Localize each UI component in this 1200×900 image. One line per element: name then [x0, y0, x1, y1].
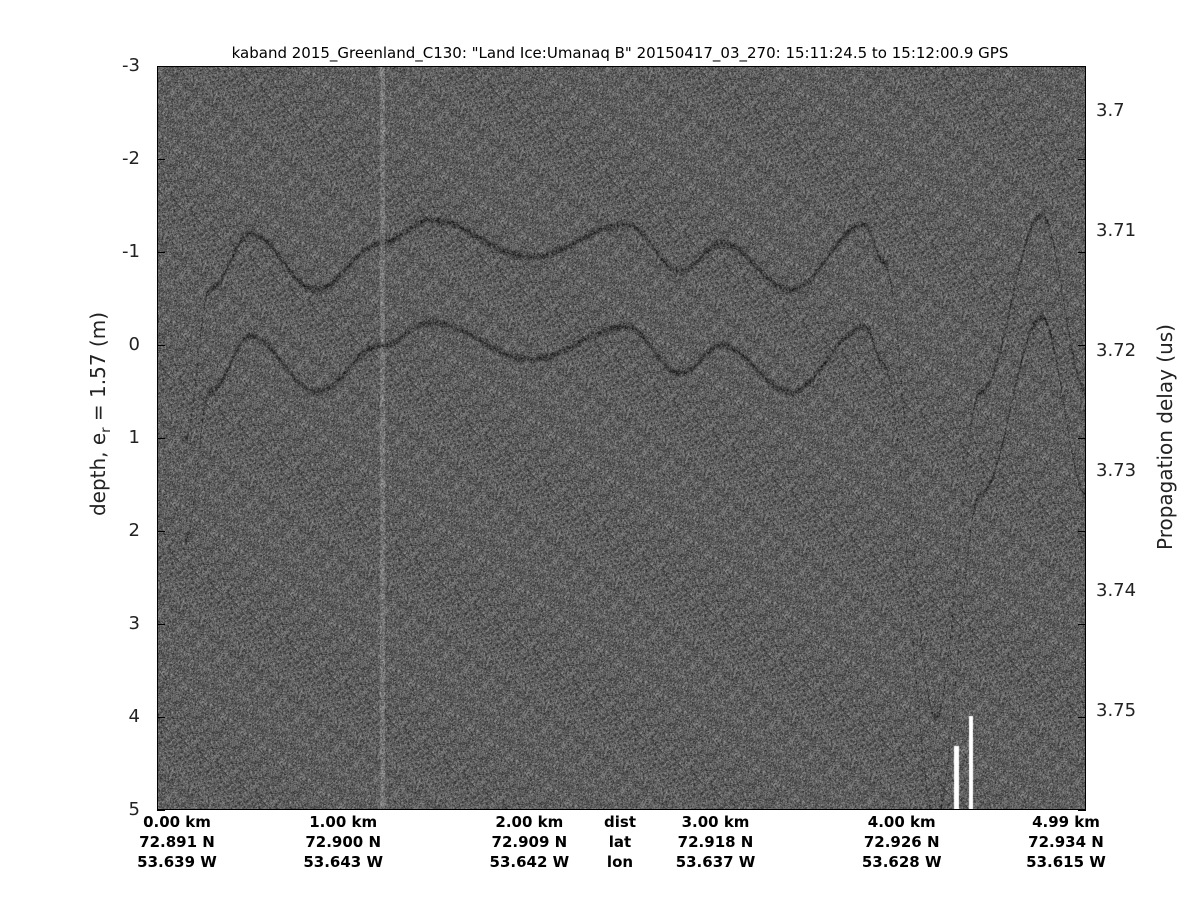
x-label-dist: 1.00 km — [309, 813, 378, 831]
x-label-lon: 53.615 W — [1026, 853, 1106, 871]
y-tick-left — [157, 624, 165, 625]
y-tick-right — [1078, 531, 1086, 532]
y-tick-left — [157, 810, 165, 811]
y-tick-left — [157, 531, 165, 532]
y-tick-right — [1078, 252, 1086, 253]
x-label-lon: 53.642 W — [489, 853, 570, 871]
y-axis-left-label: depth, er = 1.57 (m) — [86, 284, 114, 544]
y-tick-right — [1078, 438, 1086, 439]
y-tick-label-left: -1 — [122, 241, 140, 262]
y-tick-right — [1078, 345, 1086, 346]
x-label-lat: 72.909 N — [491, 833, 568, 851]
y-tick-label-right: 3.73 — [1096, 460, 1137, 481]
y-axis-right-label: Propagation delay (us) — [1153, 324, 1177, 551]
ylabel-sub: r — [99, 427, 114, 433]
x-label-lon: 53.628 W — [861, 853, 942, 871]
x-label-lat: 72.900 N — [305, 833, 382, 851]
y-tick-label-right: 3.72 — [1096, 340, 1137, 361]
y-tick-label-left: 2 — [128, 520, 140, 541]
ylabel-text: depth, e — [86, 432, 110, 517]
chart-title: kaband 2015_Greenland_C130: "Land Ice:Um… — [231, 44, 1009, 62]
plot-frame — [157, 66, 1086, 810]
y-tick-label-right: 3.74 — [1096, 580, 1137, 601]
y-tick-label-left: 4 — [128, 706, 140, 727]
x-label-lat: 72.891 N — [139, 833, 215, 851]
y-tick-right — [1078, 66, 1086, 67]
y-tick-left — [157, 345, 165, 346]
x-label-lat: 72.918 N — [677, 833, 754, 851]
x-label-lon: 53.643 W — [303, 853, 383, 871]
y-tick-right — [1078, 624, 1086, 625]
y-tick-label-right: 3.7 — [1096, 100, 1125, 121]
x-label-lat: 72.926 N — [863, 833, 940, 851]
x-label-dist: 0.00 km — [143, 813, 211, 831]
x-label-dist: 2.00 km — [495, 813, 564, 831]
x-row-name-dist: dist — [604, 813, 636, 831]
x-row-name-lat: lat — [608, 833, 632, 851]
y-tick-label-left: -3 — [122, 55, 140, 76]
y-tick-label-left: 3 — [128, 613, 140, 634]
y-tick-left — [157, 66, 165, 67]
y-tick-left — [157, 159, 165, 160]
x-label-dist: 3.00 km — [681, 813, 750, 831]
x-label-lat: 72.934 N — [1028, 833, 1104, 851]
y-tick-label-right: 3.75 — [1096, 700, 1137, 721]
ylabel-tail: = 1.57 (m) — [86, 311, 110, 428]
x-label-lon: 53.637 W — [675, 853, 756, 871]
y-tick-right — [1078, 810, 1086, 811]
x-row-name-lon: lon — [606, 853, 634, 871]
x-label-dist: 4.00 km — [867, 813, 936, 831]
x-label-dist: 4.99 km — [1032, 813, 1100, 831]
y-tick-label-right: 3.71 — [1096, 220, 1137, 241]
y-tick-right — [1078, 717, 1086, 718]
x-label-lon: 53.639 W — [137, 853, 217, 871]
y-tick-label-left: 5 — [128, 799, 140, 820]
y-tick-left — [157, 438, 165, 439]
y-tick-left — [157, 717, 165, 718]
y-tick-label-left: 1 — [128, 427, 140, 448]
y-tick-label-left: -2 — [122, 148, 140, 169]
echogram-image — [157, 66, 1086, 810]
y-tick-label-left: 0 — [128, 334, 140, 355]
y-tick-left — [157, 252, 165, 253]
y-tick-right — [1078, 159, 1086, 160]
